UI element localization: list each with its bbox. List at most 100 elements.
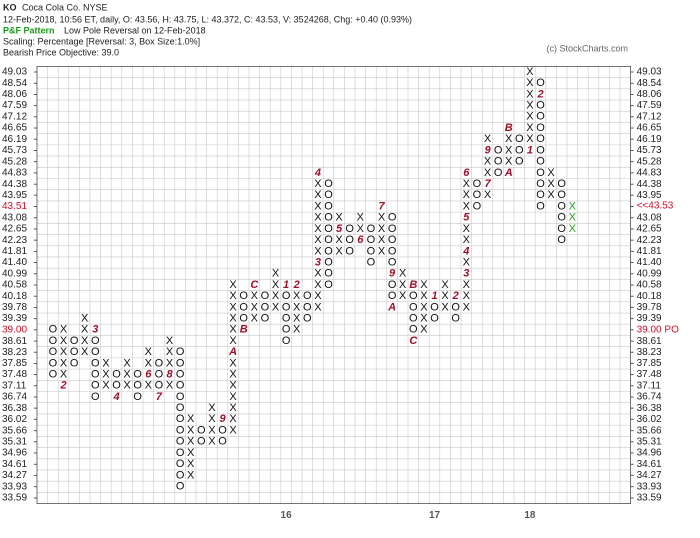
month-marker: 1 [431,290,437,302]
o-box: O [536,99,545,111]
x-box: X [484,156,492,168]
month-marker: B [505,122,513,134]
x-box: X [399,279,407,291]
o-box: O [49,346,58,358]
x-box: X [229,425,237,437]
x-box: X [441,301,449,313]
y-tick-label: 47.12 [2,111,27,122]
x-box: X [293,301,301,313]
y-tick-label: 46.65 [2,123,27,134]
x-box: X [335,212,343,224]
y-tick-label-right: 45.28 [637,156,662,167]
y-tick-label: 44.83 [2,168,27,179]
y-tick-label: 45.73 [2,145,27,156]
x-box: X [378,245,386,257]
y-tick-label: 41.81 [2,246,27,257]
o-box: O [388,279,397,291]
y-tick-label-right: 40.99 [637,268,662,279]
x-box: X [229,413,237,425]
x-box: X [272,301,280,313]
month-marker: 6 [145,368,152,380]
month-marker: A [387,301,396,313]
y-tick-label-right: 34.96 [637,448,662,459]
o-box: O [536,200,545,212]
o-box: O [536,111,545,123]
x-box: X [420,279,428,291]
o-box: O [557,234,566,246]
scaling: Scaling: Percentage [Reversal: 3, Box Si… [3,36,200,46]
x-box: X [229,380,237,392]
month-marker: 4 [462,245,469,257]
y-tick-label-right: 45.73 [637,145,662,156]
o-box: O [218,425,227,437]
x-box: X [547,178,555,190]
y-tick-label: 34.61 [2,459,27,470]
o-box: O [515,144,524,156]
o-box: O [303,290,312,302]
o-box: O [515,133,524,145]
o-box: O [176,447,185,459]
month-marker: A [504,167,513,179]
o-box: O [112,368,121,380]
month-marker: 5 [336,223,343,235]
o-box: O [324,234,333,246]
o-box: O [494,144,503,156]
o-box: O [324,212,333,224]
month-marker: 4 [314,167,321,179]
x-box: X [484,133,492,145]
y-tick-label: 42.23 [2,235,27,246]
o-box: O [367,234,376,246]
y-tick-label-right: 39.39 [637,313,662,324]
x-box: X [60,346,68,358]
x-box: X [229,301,237,313]
o-box: O [536,167,545,179]
o-box: O [409,290,418,302]
x-box: X [187,413,195,425]
y-tick-label: 42.65 [2,224,27,235]
month-marker: 2 [536,88,543,100]
x-box: X [526,77,534,89]
x-box: X [463,189,471,201]
x-box: X [81,312,89,324]
o-box: O [282,301,291,313]
x-box: X [569,212,577,224]
o-box: O [388,290,397,302]
o-box: O [91,357,100,369]
x-box: X [463,234,471,246]
o-box: O [324,256,333,268]
o-box: O [155,380,164,392]
o-box: O [218,436,227,448]
o-box: O [536,133,545,145]
y-tick-label-right: 37.85 [637,358,662,369]
month-marker: 4 [112,391,119,403]
y-tick-label-right: 34.27 [637,470,662,481]
x-box: X [123,368,131,380]
month-marker: B [409,279,417,291]
o-box: O [303,301,312,313]
x-box: X [229,357,237,369]
month-marker: 2 [59,380,66,392]
o-box: O [451,312,460,324]
o-box: O [176,458,185,470]
o-box: O [155,368,164,380]
x-box: X [166,346,174,358]
y-tick-label: 34.27 [2,470,27,481]
x-box: X [187,469,195,481]
y-tick-label-right: 36.38 [637,403,662,414]
x-box: X [145,357,153,369]
x-box: X [251,290,259,302]
y-tick-label-right: 37.48 [637,369,662,380]
y-tick-label-right: 40.18 [637,291,662,302]
x-box: X [463,256,471,268]
x-box: X [314,212,322,224]
x-box: X [123,357,131,369]
y-tick-label-right: 44.83 [637,168,662,179]
o-box: O [176,346,185,358]
o-box: O [49,368,58,380]
x-box: X [526,88,534,100]
x-box: X [335,234,343,246]
o-box: O [133,368,142,380]
x-box: X [314,245,322,257]
o-box: O [388,212,397,224]
o-box: O [494,156,503,168]
